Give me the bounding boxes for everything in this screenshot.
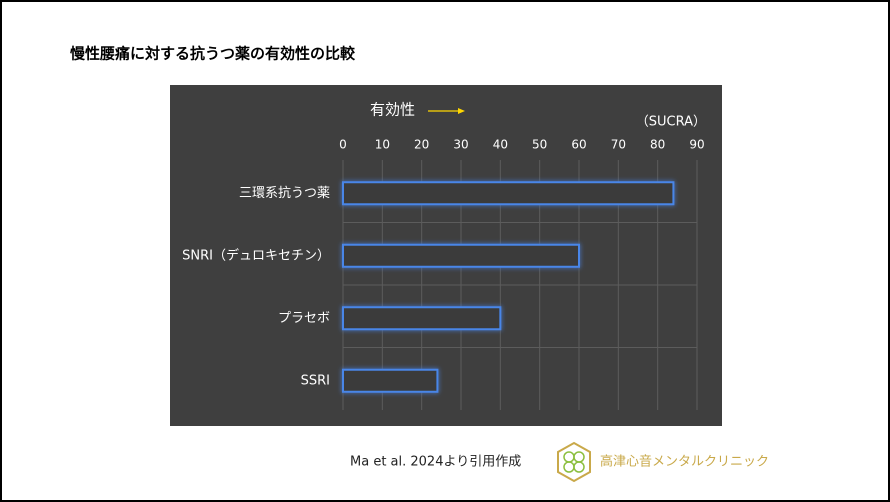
- clinic-name: 高津心音メンタルクリニック: [600, 454, 769, 470]
- arrow-head: [458, 108, 465, 114]
- y-tick-label: プラセボ: [278, 311, 330, 326]
- x-tick-label: 0: [339, 138, 347, 152]
- x-tick-label: 70: [611, 138, 626, 152]
- slide-title: 慢性腰痛に対する抗うつ薬の有効性の比較: [70, 45, 356, 63]
- x-tick-label: 50: [532, 138, 547, 152]
- y-tick-label: SNRI（デュロキセチン）: [182, 247, 330, 263]
- bar: [342, 243, 580, 268]
- clinic-logo: [557, 441, 591, 483]
- axis-label: 有効性: [370, 101, 415, 119]
- x-tick-label: 20: [414, 138, 429, 152]
- plot: 0 10 20 30 40 50 60 70 80 90 三環系抗うつ薬 SNRI（デュロキセチン） プ…: [182, 138, 705, 410]
- x-tick-label: 60: [571, 138, 586, 152]
- x-tick-label: 10: [375, 138, 390, 152]
- y-tick-label: SSRI: [301, 373, 330, 388]
- bar: [342, 181, 675, 206]
- x-tick-label: 40: [493, 138, 508, 152]
- source-note: Ma et al. 2024より引用作成: [350, 455, 521, 470]
- x-tick-label: 80: [650, 138, 665, 152]
- unit-label: （SUCRA）: [636, 115, 706, 130]
- bar: [342, 306, 502, 331]
- y-tick-label: 三環系抗うつ薬: [239, 186, 330, 201]
- bar: [342, 368, 439, 393]
- x-tick-label: 30: [453, 138, 468, 152]
- x-tick-label: 90: [689, 138, 704, 152]
